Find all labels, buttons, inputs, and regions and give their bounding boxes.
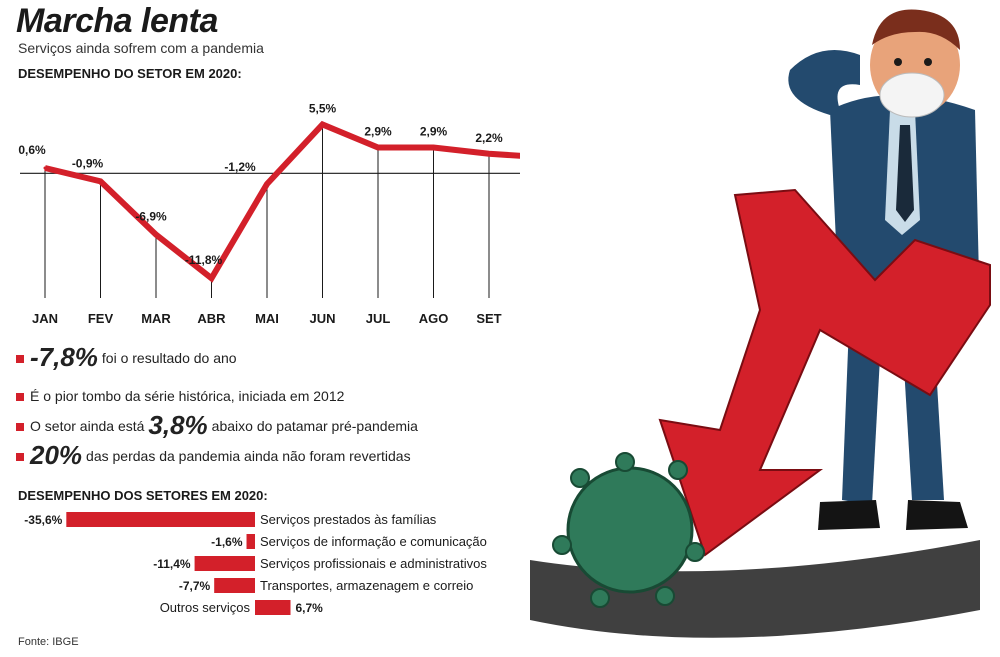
data-point [487, 152, 491, 156]
bar [214, 578, 255, 593]
bar-category-label: Serviços de informação e comunicação [260, 534, 487, 549]
virus-body [566, 466, 694, 594]
bar-value-label: -1,6% [211, 535, 243, 549]
bar-value-label: -7,7% [179, 579, 211, 593]
data-label: 0,6% [18, 143, 46, 157]
bar-section-heading: DESEMPENHO DOS SETORES EM 2020: [18, 488, 268, 503]
bar-category-label: Serviços profissionais e administrativos [260, 556, 487, 571]
month-tick-label: JUL [366, 311, 391, 326]
data-label: -6,9% [135, 210, 167, 224]
line-section-heading: DESEMPENHO DO SETOR EM 2020: [18, 66, 242, 81]
data-point [43, 166, 47, 170]
fact-text-pre: O setor ainda está [30, 418, 145, 434]
data-label: 2,9% [364, 125, 392, 139]
fact-losses-not-reverted: 20% das perdas da pandemia ainda não fora… [16, 440, 411, 471]
virus-spike [570, 468, 590, 488]
right-shoe [906, 500, 968, 530]
virus-spike [668, 460, 688, 480]
month-tick-label: JAN [32, 311, 58, 326]
fact-big-number: -7,8% [30, 342, 98, 372]
left-shoe [818, 500, 880, 530]
bullet-marker [16, 393, 24, 402]
bar-category-label: Transportes, armazenagem e correio [260, 578, 473, 593]
month-tick-label: JUN [309, 311, 335, 326]
fact-text: É o pior tombo da série histórica, inici… [30, 388, 345, 404]
fact-big-number: 3,8% [148, 410, 208, 440]
month-tick-label: FEV [88, 311, 114, 326]
month-tick-label: AGO [419, 311, 449, 326]
fact-text-post: abaixo do patamar pré-pandemia [211, 418, 418, 434]
data-label: -1,2% [224, 160, 256, 174]
bar [246, 534, 255, 549]
bar [66, 512, 255, 527]
data-point [210, 276, 213, 280]
ground-shadow [530, 540, 980, 638]
bar-value-label: -35,6% [24, 513, 62, 527]
sector-bar-chart: -35,6% Serviços prestados às famílias -1,6… [24, 512, 487, 615]
right-eye [924, 58, 932, 66]
data-label: 2,9% [420, 125, 448, 139]
bar-value-label: -11,4% [153, 557, 191, 571]
fact-below-pre-pandemic: O setor ainda está 3,8% abaixo do patamar … [16, 410, 418, 441]
falling-red-arrow [658, 188, 991, 557]
hair [872, 9, 960, 50]
source-note: Fonte: IBGE [18, 636, 79, 648]
data-point [321, 122, 324, 126]
raised-arm [788, 50, 860, 115]
businessman-illustration [520, 0, 995, 657]
month-tick-label: MAR [141, 311, 171, 326]
fact-worst-drop: É o pior tombo da série histórica, inici… [16, 388, 344, 404]
necktie [896, 125, 914, 222]
monthly-line-chart: JANFEVMARABRMAIJUNJULAGOSETOUTNOVDEZ0,6%… [18, 101, 682, 326]
fact-text: foi o resultado do ano [101, 350, 237, 366]
data-point [99, 179, 102, 183]
data-point [154, 233, 158, 237]
chart-subtitle: Serviços ainda sofrem com a pandemia [18, 40, 264, 56]
bar-value-label: 6,7% [296, 601, 324, 615]
bullet-marker [16, 355, 24, 364]
chart-title: Marcha lenta [16, 2, 218, 40]
virus-spike [615, 452, 635, 472]
virus-spike [552, 535, 572, 555]
data-point [265, 182, 269, 186]
data-label: 2,2% [475, 131, 503, 145]
bullet-marker [16, 453, 24, 462]
virus-spike [685, 542, 705, 562]
fact-text: das perdas da pandemia ainda não foram r… [86, 448, 411, 464]
fact-big-number: 20% [30, 440, 83, 470]
month-tick-label: ABR [197, 311, 226, 326]
bar [255, 600, 291, 615]
data-label: -0,9% [72, 156, 104, 170]
bar [194, 556, 255, 571]
data-point [432, 146, 435, 150]
data-point [376, 146, 380, 150]
data-label: 5,5% [309, 101, 337, 115]
data-label: -11,8% [185, 253, 223, 267]
month-tick-label: MAI [255, 311, 279, 326]
month-tick-label: SET [476, 311, 501, 326]
fact-annual-result: -7,8% foi o resultado do ano [16, 342, 237, 373]
left-eye [894, 58, 902, 66]
bullet-marker [16, 423, 24, 432]
face-mask [879, 72, 945, 118]
virus-spike [590, 588, 610, 608]
bar-category-label: Serviços prestados às famílias [260, 512, 437, 527]
virus-spike [655, 586, 675, 606]
bar-category-label: Outros serviços [160, 600, 251, 615]
